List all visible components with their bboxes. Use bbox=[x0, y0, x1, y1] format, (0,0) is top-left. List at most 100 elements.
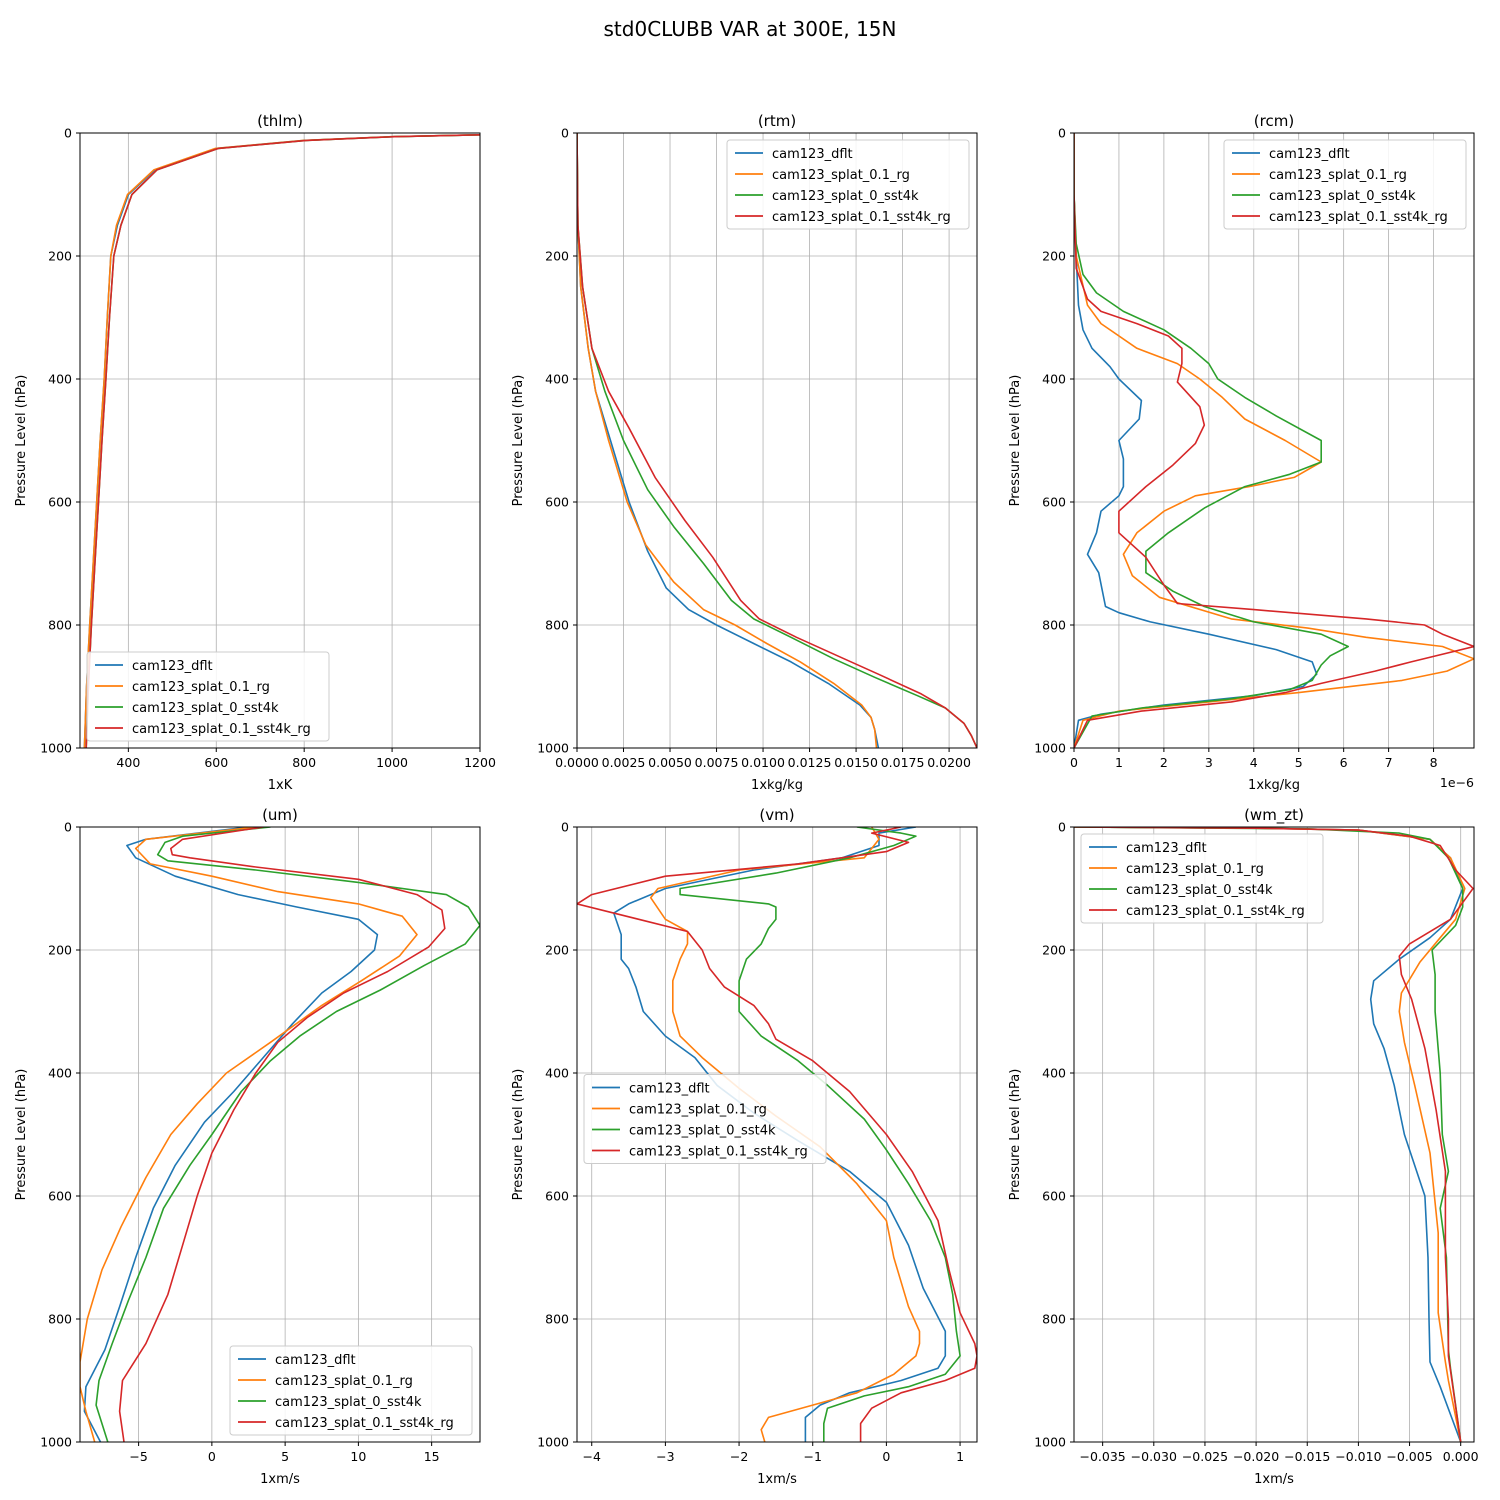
x-axis-label: 1xkg/kg bbox=[1248, 778, 1300, 793]
y-tick-label: 200 bbox=[1042, 249, 1066, 264]
legend: cam123_dflt cam123_splat_0.1_rg cam123_spl… bbox=[726, 139, 970, 230]
series-line-cam123_splat_0_sst4k bbox=[1074, 133, 1349, 748]
y-tick-label: 1000 bbox=[1034, 741, 1066, 756]
x-tick-label: 0 bbox=[1070, 755, 1078, 770]
y-tick-label: 800 bbox=[545, 1312, 569, 1327]
subplot-title: (um) bbox=[262, 806, 298, 824]
subplot-3: −5 0 5 10 15 0 200 400 600 800 1000 (um) 1xm/s Pressu… bbox=[14, 806, 481, 1487]
x-tick-label: −1 bbox=[804, 1449, 822, 1464]
series-line-cam123_splat_0_sst4k bbox=[679, 827, 961, 1442]
x-tick-label: −0.030 bbox=[1131, 1449, 1177, 1464]
x-tick-label: 800 bbox=[292, 755, 316, 770]
legend: cam123_dflt cam123_splat_0.1_rg cam123_spl… bbox=[1223, 139, 1467, 230]
subplot-title: (rcm) bbox=[1254, 112, 1294, 130]
legend-entry: cam123_splat_0.1_rg bbox=[1269, 168, 1407, 183]
x-tick-label: 15 bbox=[424, 1449, 440, 1464]
x-tick-label: 0.0200 bbox=[927, 755, 971, 770]
y-tick-label: 800 bbox=[1042, 618, 1066, 633]
legend-entry: cam123_splat_0.1_rg bbox=[772, 168, 910, 183]
axes-frame bbox=[576, 132, 978, 749]
x-tick-label: −0.005 bbox=[1386, 1449, 1432, 1464]
legend-entry: cam123_splat_0.1_rg bbox=[1126, 862, 1264, 877]
y-tick-label: 0 bbox=[64, 126, 72, 141]
subplot-title: (thlm) bbox=[257, 112, 303, 130]
legend-entry: cam123_dflt bbox=[772, 147, 853, 162]
subplot-grid: 400 600 800 1000 120002004006008001000(thlm)… bbox=[14, 112, 1479, 1487]
x-tick-label: 0 bbox=[208, 1449, 216, 1464]
axes-frame bbox=[79, 826, 481, 1443]
x-tick-label: 5 bbox=[281, 1449, 289, 1464]
y-tick-label: 0 bbox=[561, 126, 569, 141]
series-line-cam123_splat_0.1_sst4k_rg bbox=[577, 133, 977, 748]
y-tick-label: 600 bbox=[48, 495, 72, 510]
x-axis-label: 1xm/s bbox=[260, 1472, 300, 1487]
legend-entry: cam123_splat_0.1_sst4k_rg bbox=[1126, 904, 1305, 919]
legend-entry: cam123_splat_0_sst4k bbox=[1269, 189, 1416, 204]
legend-entry: cam123_splat_0.1_sst4k_rg bbox=[629, 1145, 808, 1160]
subplot-4: −4 −3 −2 −1 0 1 0 200 400 600 800 1000 (vm) 1xm/s Pres… bbox=[511, 806, 978, 1487]
x-tick-label: 2 bbox=[1160, 755, 1168, 770]
x-tick-label: 4 bbox=[1250, 755, 1258, 770]
x-tick-label: 5 bbox=[1295, 755, 1303, 770]
subplot-title: (vm) bbox=[759, 806, 794, 824]
legend-frame bbox=[1080, 833, 1324, 924]
y-tick-label: 800 bbox=[48, 618, 72, 633]
x-tick-label: 1000 bbox=[376, 755, 408, 770]
subplot-1: 0.0000 0.0025 0.0050 0.0075 0.0100 0.0125 0.01… bbox=[511, 112, 978, 793]
x-tick-label: 600 bbox=[204, 755, 228, 770]
x-tick-label: 0.0100 bbox=[741, 755, 785, 770]
subplot-0: 400 600 800 1000 1200 0 200 400 600 800 1000 (thlm)… bbox=[14, 112, 496, 793]
y-axis-label: Pressure Level (hPa) bbox=[14, 375, 29, 507]
legend-entry: cam123_splat_0_sst4k bbox=[629, 1124, 776, 1139]
y-tick-label: 600 bbox=[545, 1189, 569, 1204]
x-tick-label: 0.0000 bbox=[555, 755, 599, 770]
legend-frame bbox=[726, 139, 970, 230]
legend-entry: cam123_splat_0_sst4k bbox=[1126, 883, 1273, 898]
x-tick-label: 10 bbox=[350, 1449, 366, 1464]
axes-frame bbox=[576, 826, 978, 1443]
y-axis-label: Pressure Level (hPa) bbox=[511, 375, 526, 507]
y-axis-label: Pressure Level (hPa) bbox=[511, 1069, 526, 1201]
x-tick-label: 1200 bbox=[464, 755, 496, 770]
y-tick-label: 1000 bbox=[537, 741, 569, 756]
y-tick-label: 0 bbox=[1058, 126, 1066, 141]
y-tick-label: 1000 bbox=[40, 741, 72, 756]
y-tick-label: 400 bbox=[48, 372, 72, 387]
x-axis-label: 1xm/s bbox=[757, 1472, 797, 1487]
y-tick-label: 0 bbox=[561, 820, 569, 835]
legend-entry: cam123_splat_0.1_rg bbox=[275, 1374, 413, 1389]
y-tick-label: 800 bbox=[48, 1312, 72, 1327]
x-tick-label: −0.035 bbox=[1080, 1449, 1126, 1464]
x-tick-label: 3 bbox=[1205, 755, 1213, 770]
series-line-cam123_splat_0.1_sst4k_rg bbox=[1074, 133, 1474, 748]
x-tick-label: −0.010 bbox=[1335, 1449, 1381, 1464]
legend-entry: cam123_dflt bbox=[1126, 841, 1207, 856]
y-tick-label: 200 bbox=[545, 249, 569, 264]
legend-frame bbox=[1223, 139, 1467, 230]
legend-entry: cam123_dflt bbox=[629, 1082, 710, 1097]
legend-entry: cam123_splat_0.1_rg bbox=[629, 1103, 767, 1118]
legend-entry: cam123_dflt bbox=[1269, 147, 1350, 162]
y-tick-label: 800 bbox=[1042, 1312, 1066, 1327]
x-tick-label: −3 bbox=[656, 1449, 674, 1464]
legend: cam123_dflt cam123_splat_0.1_rg cam123_spl… bbox=[86, 651, 330, 742]
y-axis-label: Pressure Level (hPa) bbox=[1008, 375, 1023, 507]
y-tick-label: 600 bbox=[1042, 1189, 1066, 1204]
subplot-title: (rtm) bbox=[758, 112, 796, 130]
x-tick-label: 400 bbox=[116, 755, 140, 770]
x-tick-label: 0.0025 bbox=[602, 755, 646, 770]
legend-entry: cam123_splat_0.1_sst4k_rg bbox=[275, 1416, 454, 1431]
x-tick-label: 0 bbox=[882, 1449, 890, 1464]
x-tick-label: 0.0150 bbox=[834, 755, 878, 770]
legend-entry: cam123_dflt bbox=[275, 1353, 356, 1368]
series-line-cam123_splat_0_sst4k bbox=[1074, 827, 1464, 1442]
series-line-cam123_dflt bbox=[1074, 133, 1318, 748]
x-tick-label: −5 bbox=[129, 1449, 147, 1464]
legend-entry: cam123_splat_0_sst4k bbox=[772, 189, 919, 204]
x-tick-label: 8 bbox=[1430, 755, 1438, 770]
y-tick-label: 600 bbox=[545, 495, 569, 510]
series-group bbox=[83, 134, 480, 748]
x-tick-label: 0.0125 bbox=[788, 755, 832, 770]
x-tick-label: 6 bbox=[1340, 755, 1348, 770]
